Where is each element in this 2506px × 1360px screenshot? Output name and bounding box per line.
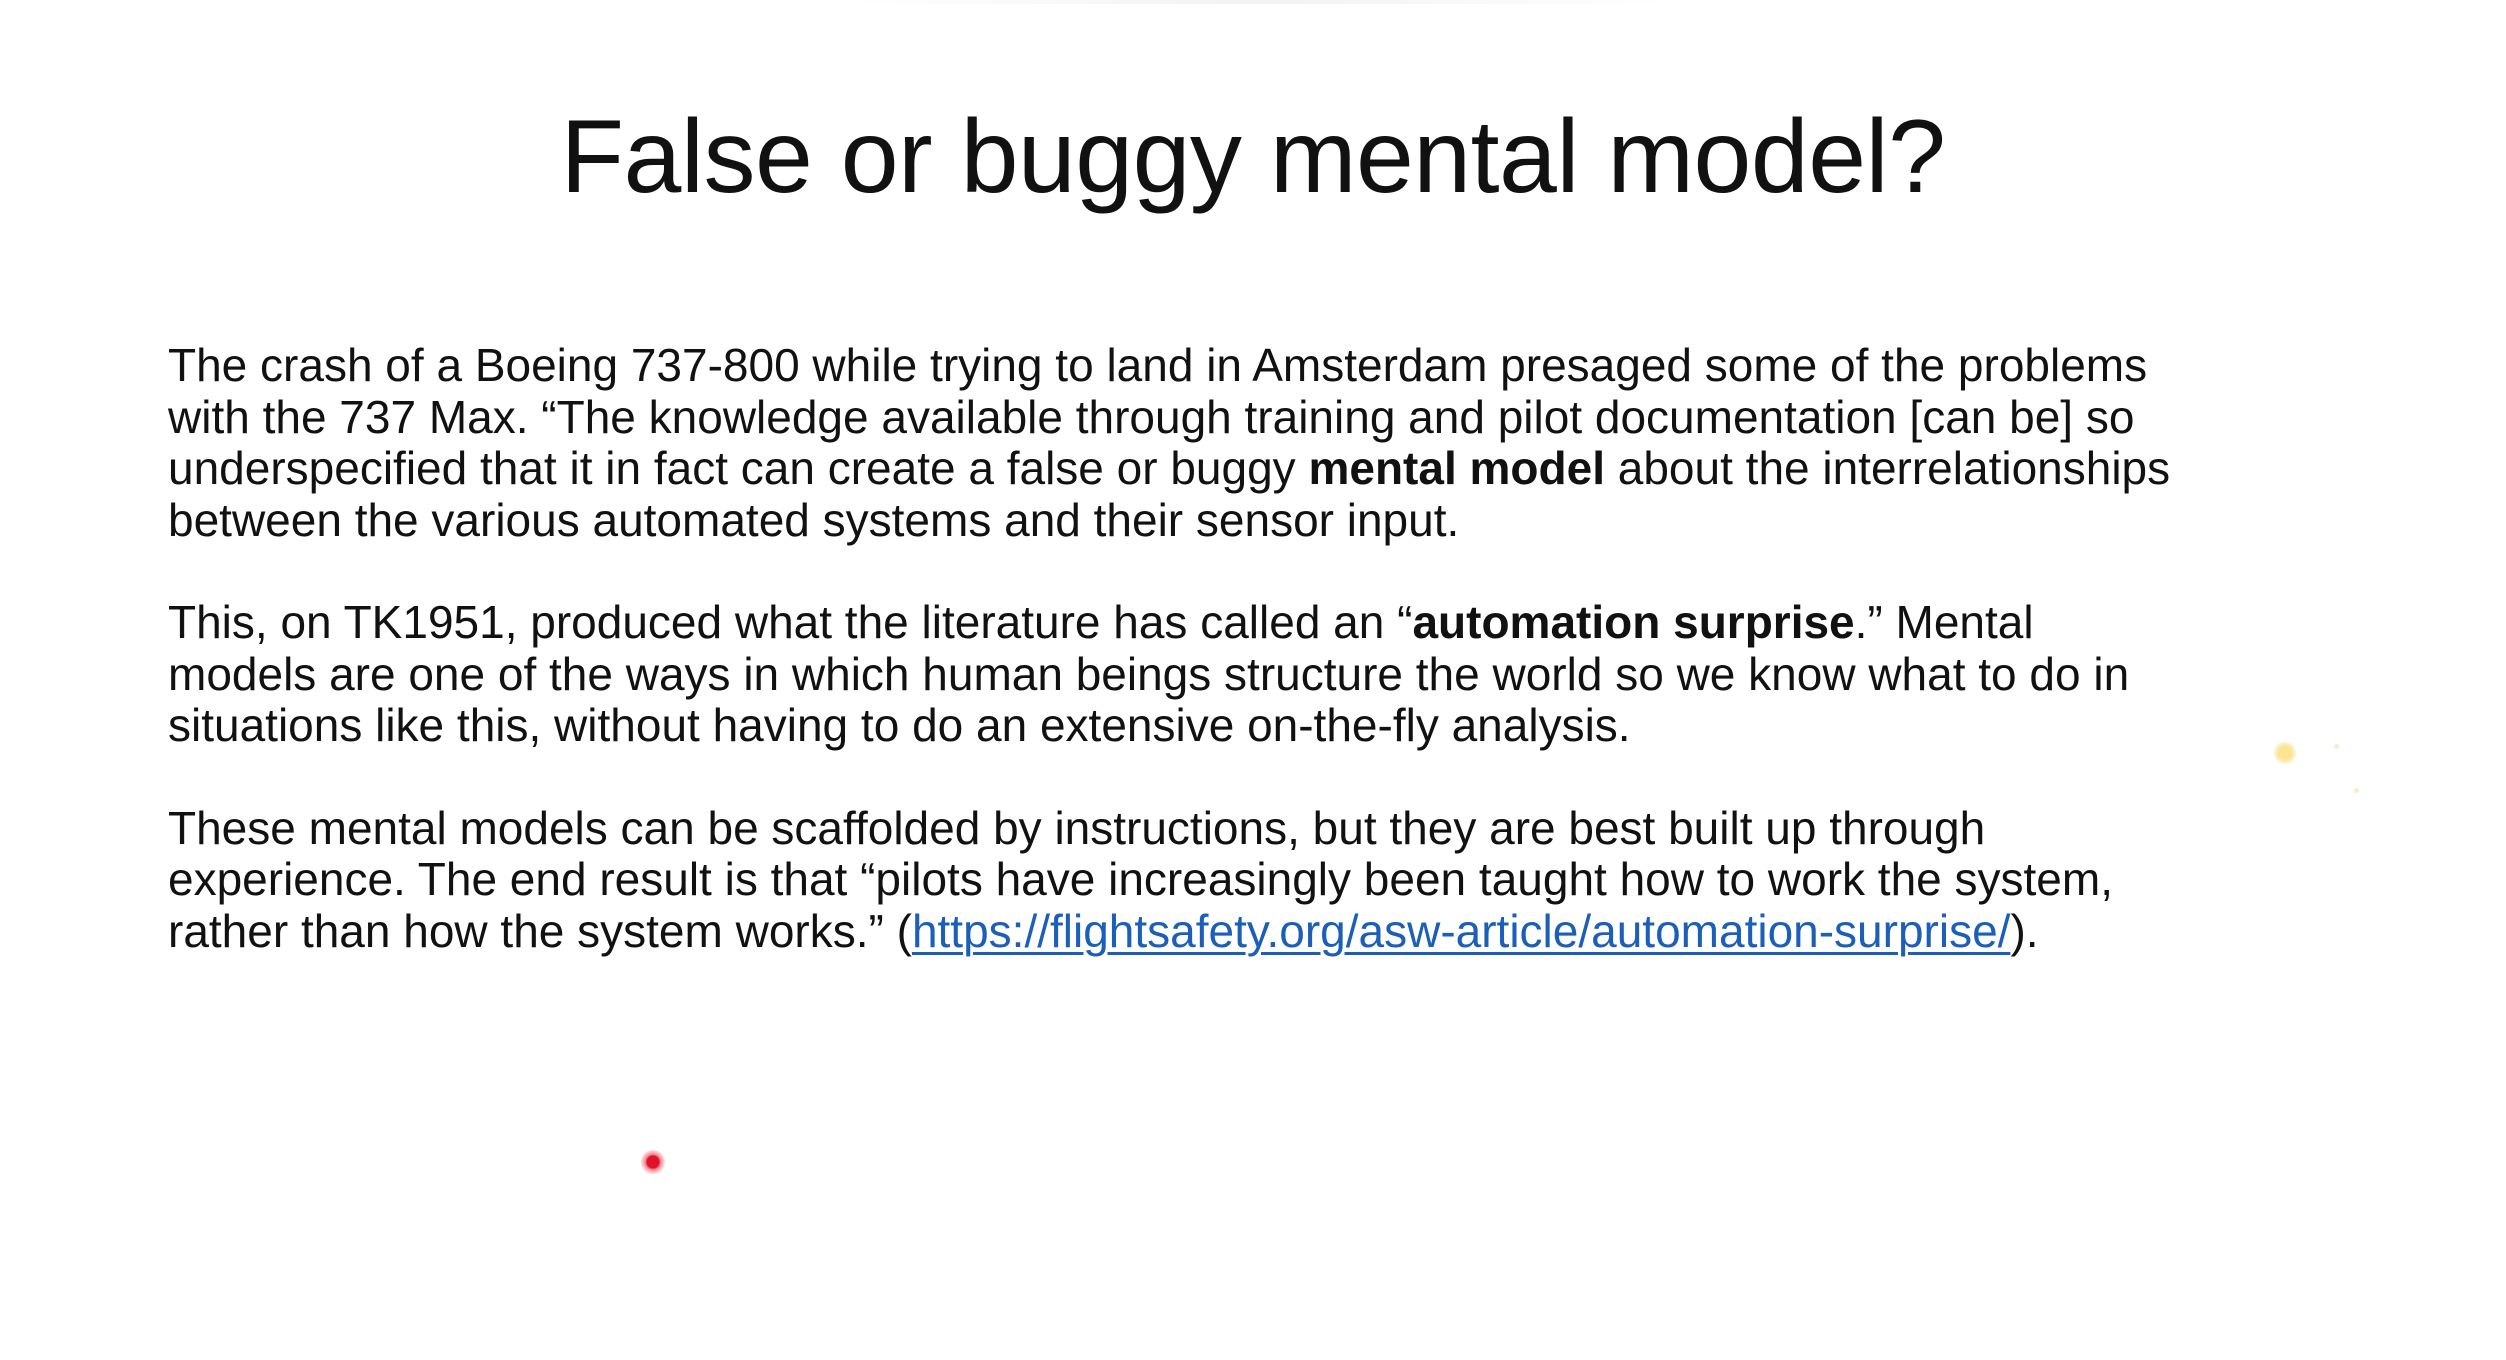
text-run: rather than how the system works.” ( [168, 904, 912, 957]
slide-body: The crash of a Boeing 737-800 while tryi… [168, 339, 2368, 1008]
paragraph-boeing-crash: The crash of a Boeing 737-800 while tryi… [168, 339, 2368, 546]
text-line: situations like this, without having to … [168, 699, 1631, 751]
text-line: with the 737 Max. “The knowledge availab… [168, 390, 2135, 443]
text-line: models are one of the ways in which huma… [168, 647, 2130, 700]
text-run: .” Mental [1854, 596, 2034, 648]
text-line: underspecified that it in fact can creat… [168, 442, 2368, 495]
flightsafety-article-link[interactable]: https://flightsafety.org/asw-article/aut… [911, 904, 2011, 957]
faint-speck [2334, 744, 2339, 749]
paragraph-scaffolded-models: These mental models can be scaffolded by… [168, 801, 2368, 958]
laser-pointer-dot [641, 1150, 665, 1174]
text-line: The crash of a Boeing 737-800 while tryi… [168, 339, 2148, 391]
faint-highlight-dot [2274, 742, 2296, 764]
slide-title: False or buggy mental model? [560, 99, 1946, 215]
text-run: underspecified that it in fact can creat… [168, 442, 1309, 494]
text-run: ). [2010, 904, 2039, 957]
faint-speck [2354, 788, 2359, 793]
bold-term-mental-model: mental model [1308, 442, 1605, 494]
text-line: This, on TK1951, produced what the liter… [168, 596, 2368, 649]
text-run: about the interrelationships [1604, 442, 2171, 494]
text-line: between the various automated systems an… [168, 493, 1460, 546]
text-line: These mental models can be scaffolded by… [168, 801, 1986, 854]
bold-term-automation-surprise: automation surprise [1412, 596, 1855, 648]
paragraph-automation-surprise: This, on TK1951, produced what the liter… [168, 596, 2368, 752]
top-edge-shadow [850, 0, 1670, 4]
text-line: experience. The end result is that “pilo… [168, 853, 2113, 905]
text-run: This, on TK1951, produced what the liter… [168, 596, 1413, 648]
text-line: rather than how the system works.” (http… [168, 904, 2368, 958]
